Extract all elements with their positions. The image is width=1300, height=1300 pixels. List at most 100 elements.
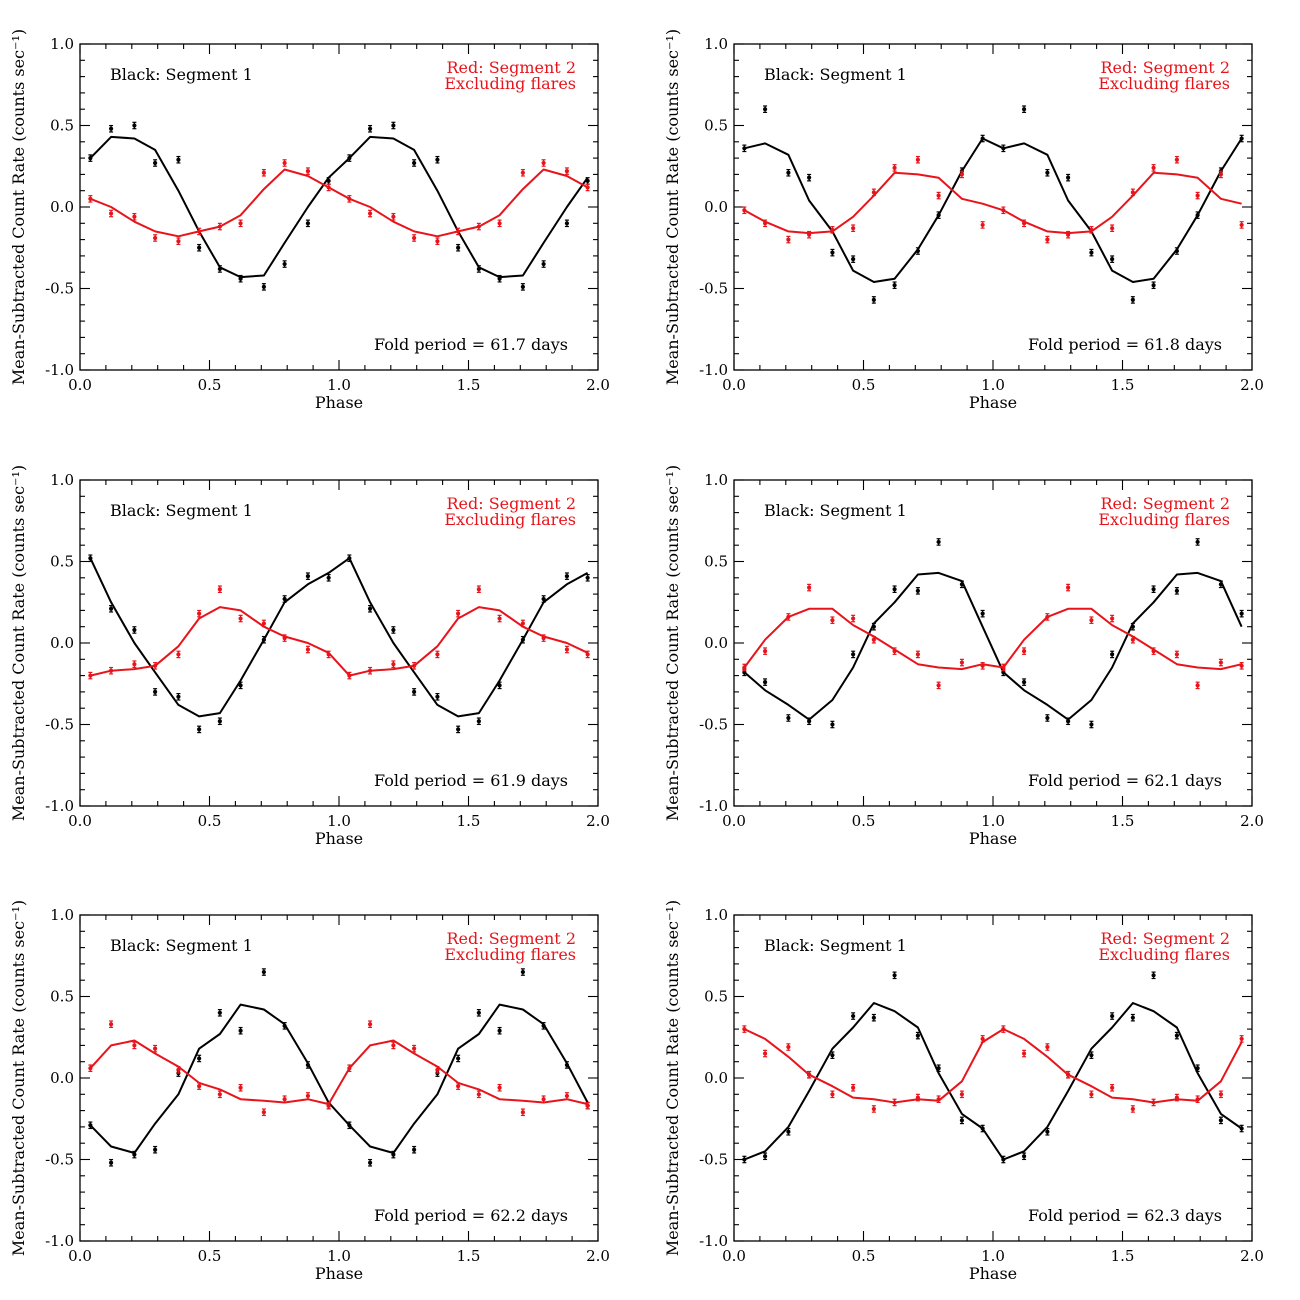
- series-1-data-point: [391, 123, 396, 128]
- legend-segment-2: Red: Segment 2: [446, 58, 576, 77]
- series-2-data-point: [762, 649, 768, 654]
- series-1-data-point: [1066, 719, 1071, 724]
- series-2-data-point: [456, 1084, 461, 1089]
- series-2-data-point: [1218, 172, 1224, 177]
- x-tick-label: 2.0: [1240, 376, 1264, 394]
- series-1-data-point: [807, 719, 812, 724]
- y-tick-label: 1.0: [50, 35, 74, 53]
- legend-segment-2: Red: Segment 2: [1100, 58, 1230, 77]
- x-tick-label: 1.0: [981, 376, 1005, 394]
- series-2-data-point: [1130, 637, 1135, 642]
- y-tick-label: -0.5: [699, 1151, 728, 1169]
- y-tick-label: -0.5: [699, 716, 728, 734]
- series-1-data-point: [497, 683, 502, 688]
- series-2-data-point: [541, 1097, 546, 1102]
- series-2-data-point: [153, 1046, 158, 1051]
- y-tick-label: -0.5: [45, 280, 74, 298]
- series-2-data-point: [1174, 1095, 1179, 1100]
- series-1-data-point: [520, 969, 525, 975]
- series-2-data-point: [282, 636, 287, 641]
- series-1-fit-line: [744, 137, 1243, 283]
- series-1-data-point: [132, 123, 137, 128]
- series-1-data-point: [282, 261, 287, 267]
- x-tick-label: 1.0: [327, 812, 351, 830]
- series-2-data-point: [132, 1043, 137, 1048]
- series-1-data-point: [1021, 1154, 1027, 1159]
- series-2-data-point: [176, 239, 181, 244]
- fold-period-annotation: Fold period = 62.3 days: [1028, 1206, 1222, 1225]
- series-2-data-point: [564, 169, 570, 174]
- y-tick-label: -0.5: [699, 280, 728, 298]
- series-2-data-point: [326, 1103, 331, 1108]
- series-1-data-point: [347, 156, 352, 161]
- series-2-data-point: [1239, 222, 1244, 228]
- series-1-data-point: [1151, 973, 1156, 978]
- y-axis-label: Mean-Subtracted Count Rate (counts sec⁻¹…: [663, 465, 682, 821]
- series-2-data-point: [132, 214, 137, 219]
- y-tick-label: 1.0: [704, 35, 728, 53]
- series-2-data-point: [197, 1084, 202, 1089]
- series-2-data-point: [1066, 1072, 1071, 1077]
- series-1-data-point: [830, 250, 835, 255]
- x-tick-label: 2.0: [586, 1247, 610, 1265]
- series-1-data-point: [497, 1028, 502, 1033]
- series-1-data-point: [980, 1126, 985, 1131]
- series-2-data-point: [88, 1066, 93, 1071]
- x-tick-label: 1.5: [1111, 812, 1135, 830]
- series-1-data-point: [915, 248, 920, 254]
- fold-period-annotation: Fold period = 61.9 days: [374, 771, 568, 790]
- legend-excluding-flares: Excluding flares: [444, 510, 576, 529]
- x-tick-label: 1.5: [457, 376, 481, 394]
- legend-excluding-flares: Excluding flares: [1098, 74, 1230, 93]
- series-1-data-point: [936, 539, 941, 545]
- series-2-data-point: [1021, 1051, 1027, 1056]
- series-1-data-point: [851, 652, 856, 657]
- y-tick-label: -1.0: [699, 361, 728, 379]
- series-1-data-point: [830, 722, 835, 727]
- y-axis-label: Mean-Subtracted Count Rate (counts sec⁻¹…: [9, 29, 28, 385]
- series-1-data-point: [476, 266, 481, 272]
- series-1-data-point: [1045, 1129, 1050, 1134]
- series-1-data-point: [786, 715, 791, 721]
- x-tick-label: 1.5: [457, 1247, 481, 1265]
- series-1-data-point: [762, 107, 768, 112]
- y-axis-label: Mean-Subtracted Count Rate (counts sec⁻¹…: [663, 900, 682, 1256]
- series-1-data-point: [456, 1056, 461, 1061]
- chart-panel-5: 0.0 0.5 1.0 1.5 2.0 1.0 0.5 0.0 -0.5 -1.0 Phase Mea…: [9, 900, 610, 1283]
- x-axis-label: Phase: [315, 1264, 363, 1283]
- series-1-data-point: [476, 1010, 481, 1015]
- series-1-data-point: [217, 719, 222, 724]
- series-1-fit-line: [89, 135, 589, 279]
- series-2-data-point: [980, 1036, 985, 1041]
- y-tick-label: 0.5: [704, 553, 728, 571]
- series-2-data-point: [1218, 1092, 1224, 1097]
- series-1-data-point: [132, 627, 137, 633]
- series-2-data-point: [132, 662, 137, 667]
- series-2-data-point: [851, 1085, 856, 1090]
- series-1-data-point: [261, 637, 266, 642]
- legend-segment-1: Black: Segment 1: [110, 936, 253, 955]
- series-2-data-point: [1239, 1036, 1244, 1041]
- x-tick-label: 0.0: [722, 812, 746, 830]
- series-1-data-point: [1130, 297, 1135, 303]
- legend-segment-2: Red: Segment 2: [446, 494, 576, 513]
- series-1-data-point: [915, 1033, 920, 1038]
- series-1-fit-line: [744, 1002, 1243, 1161]
- series-2-data-point: [1151, 1100, 1156, 1105]
- series-1-data-point: [412, 689, 417, 695]
- series-2-data-point: [830, 227, 835, 232]
- series-2-data-point: [936, 1097, 941, 1102]
- series-2-data-point: [305, 647, 311, 652]
- chart-panel-4: 0.0 0.5 1.0 1.5 2.0 1.0 0.5 0.0 -0.5 -1.0 Phase Mea…: [663, 465, 1264, 848]
- series-1-data-point: [497, 276, 502, 281]
- series-1-data-point: [1021, 107, 1027, 112]
- series-2-data-point: [217, 1092, 222, 1097]
- x-axis-label: Phase: [315, 393, 363, 412]
- series-2-data-point: [176, 652, 181, 657]
- series-1-data-point: [1089, 250, 1094, 255]
- series-2-data-point: [88, 673, 93, 678]
- series-2-data-point: [367, 1022, 373, 1027]
- y-tick-label: 0.5: [50, 553, 74, 571]
- series-2-data-point: [520, 170, 525, 175]
- series-2-data-point: [892, 649, 897, 654]
